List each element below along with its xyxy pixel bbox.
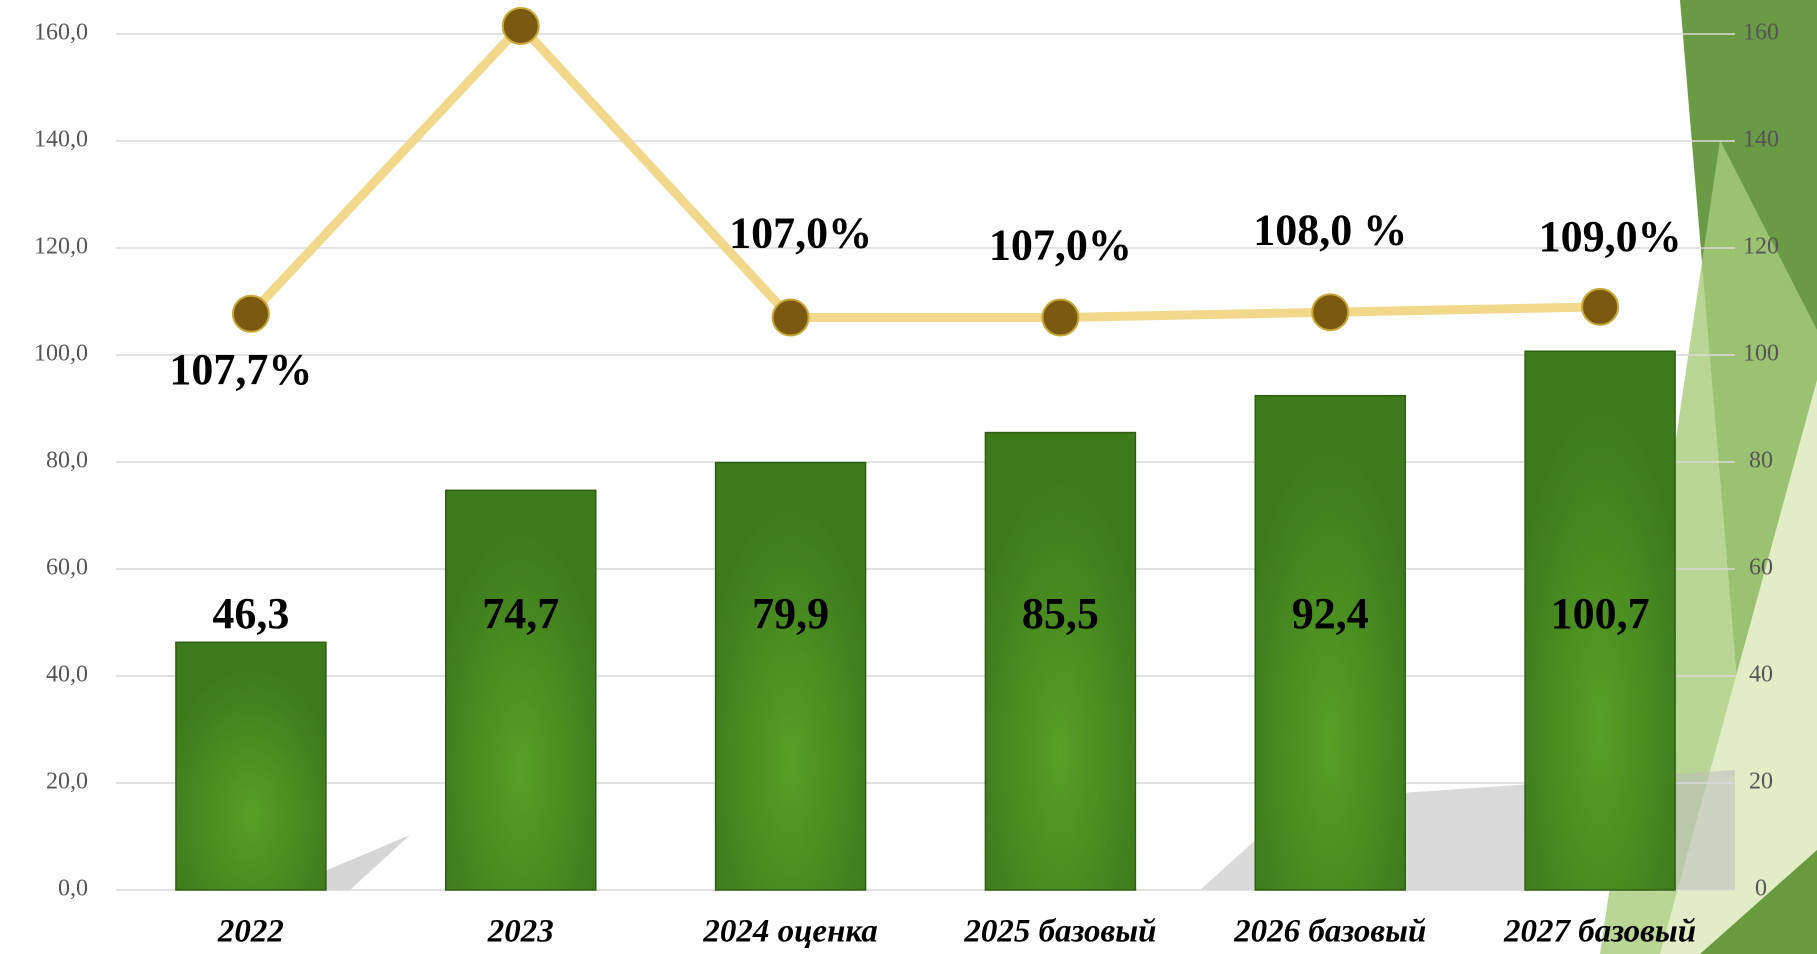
x-tick-label: 2023 <box>487 914 554 950</box>
y-tick-label: 0,0 <box>58 876 88 902</box>
x-tick-label: 2027 базовый <box>1503 914 1696 950</box>
bar <box>714 461 867 891</box>
line <box>247 21 1601 323</box>
y2-tick-label: 100 <box>1743 341 1779 367</box>
line-marker <box>1311 293 1350 332</box>
y2-tick-label: 120 <box>1743 234 1779 260</box>
y-tick-label: 140,0 <box>34 127 88 153</box>
bar-value-label: 100,7 <box>1551 589 1650 638</box>
bar <box>445 489 597 891</box>
bar-value-label: 74,7 <box>482 589 559 638</box>
y2-tick-label: 20 <box>1749 769 1773 795</box>
line-marker <box>231 294 270 333</box>
line-value-label: 108,0 % <box>1253 205 1407 254</box>
bar <box>984 431 1137 891</box>
y-tick-label: 40,0 <box>46 662 88 688</box>
x-tick-label: 2024 оценка <box>702 914 877 950</box>
line-value-label: 107,0% <box>989 221 1132 270</box>
bar <box>175 641 327 891</box>
line-value-label: 107,7% <box>169 345 312 394</box>
bar-value-label: 46,3 <box>212 589 289 638</box>
bar <box>1254 394 1406 891</box>
y-tick-label: 100,0 <box>34 341 88 367</box>
line-marker <box>771 298 810 337</box>
line-marker <box>501 6 540 45</box>
x-tick-label: 2026 базовый <box>1233 914 1426 950</box>
y2-tick-label: 0 <box>1755 876 1767 902</box>
y2-tick-label: 40 <box>1749 662 1773 688</box>
bar-value-label: 85,5 <box>1022 589 1099 638</box>
y2-tick-label: 140 <box>1743 127 1779 153</box>
bar-value-label: 92,4 <box>1292 589 1369 638</box>
y-tick-label: 20,0 <box>46 769 88 795</box>
x-tick-label: 2022 <box>217 914 284 950</box>
x-tick-label: 2025 базовый <box>963 914 1156 950</box>
line-marker <box>1581 287 1620 326</box>
y-tick-label: 120,0 <box>34 234 88 260</box>
y2-tick-label: 160 <box>1743 20 1779 46</box>
y2-tick-label: 60 <box>1749 555 1773 581</box>
y-tick-label: 80,0 <box>46 448 88 474</box>
line-value-label: 109,0% <box>1539 212 1682 261</box>
y-tick-label: 60,0 <box>46 555 88 581</box>
line-value-label: 107,0% <box>729 209 872 258</box>
y2-tick-label: 80 <box>1749 448 1773 474</box>
bar <box>1524 350 1676 891</box>
line-marker <box>1041 298 1080 337</box>
bar-value-label: 79,9 <box>752 589 829 638</box>
y-tick-label: 160,0 <box>34 20 88 46</box>
